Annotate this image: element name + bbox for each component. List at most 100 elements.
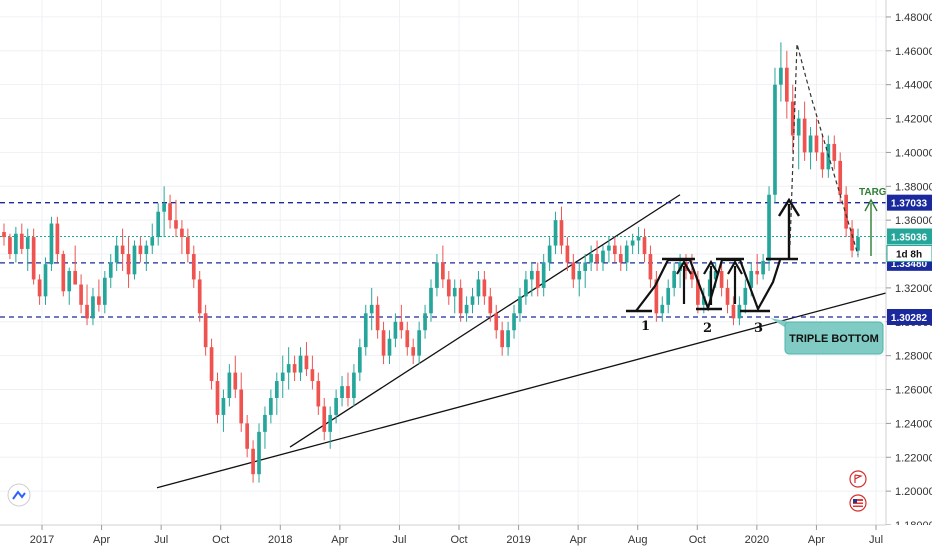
candle-body xyxy=(14,233,18,255)
candle-body xyxy=(713,270,718,280)
candle-body xyxy=(618,254,623,263)
candle-body xyxy=(274,381,279,398)
candle-body xyxy=(731,304,736,319)
price-tick-label: 1.20000 xyxy=(895,486,932,498)
time-tick-label: Apr xyxy=(93,534,110,546)
bottom-marker-2: 2 xyxy=(703,321,712,336)
candle-body xyxy=(654,279,659,314)
candle-body xyxy=(832,143,837,161)
candle-body xyxy=(648,254,653,280)
triple-bottom-callout: TRIPLE BOTTOM xyxy=(770,318,884,355)
candle-body xyxy=(150,237,155,246)
time-tick-label: 2017 xyxy=(30,534,54,546)
candle-body xyxy=(310,369,315,382)
candle-body xyxy=(624,245,629,263)
candle-body xyxy=(411,347,416,356)
candle-body xyxy=(719,270,724,288)
rising-trendline xyxy=(289,194,681,448)
candle-body xyxy=(31,237,36,280)
candle-body xyxy=(808,135,813,153)
candle-body xyxy=(553,220,558,246)
candle-body xyxy=(559,220,564,246)
candle-body xyxy=(138,245,143,255)
time-tick-label: Apr xyxy=(331,534,348,546)
candle-body xyxy=(298,355,303,373)
price-level-tag-label: 1.33480 xyxy=(891,259,928,270)
candle-body xyxy=(280,372,285,382)
candle-body xyxy=(55,223,60,255)
candle-body xyxy=(49,223,54,265)
candle-body xyxy=(660,304,665,314)
candle-body xyxy=(245,423,249,449)
candle-body xyxy=(535,270,540,288)
candle-body xyxy=(162,203,166,212)
candle-body xyxy=(790,101,795,136)
candle-body xyxy=(435,262,439,288)
candle-body xyxy=(381,330,386,356)
candle-body xyxy=(251,448,255,475)
time-axis[interactable] xyxy=(0,524,932,550)
candle-body xyxy=(636,237,641,241)
candle-body xyxy=(120,245,125,255)
candle-body xyxy=(221,397,226,415)
candle-body xyxy=(476,279,481,297)
time-tick-label: Aug xyxy=(628,534,648,546)
candle-body xyxy=(180,228,184,238)
candle-body xyxy=(500,330,505,348)
candle-body xyxy=(452,287,457,297)
candle-body xyxy=(761,260,765,275)
candle-body xyxy=(91,296,95,319)
candle-body xyxy=(577,270,582,280)
time-tick-label: Oct xyxy=(212,534,229,546)
candle-body xyxy=(820,152,825,170)
arrow-up-icon xyxy=(676,259,692,304)
candle-body xyxy=(73,270,78,285)
candle-body xyxy=(696,279,700,305)
candle-body xyxy=(773,84,777,195)
price-level-tag xyxy=(887,308,932,325)
price-level-tag xyxy=(887,194,932,211)
time-tick-label: Apr xyxy=(808,534,825,546)
candle-body xyxy=(61,254,66,292)
time-tick-label: 2020 xyxy=(745,534,769,546)
candle-body xyxy=(375,304,380,331)
candle-body xyxy=(340,386,344,398)
candle-body xyxy=(357,347,362,373)
candle-body xyxy=(743,287,748,305)
candle-body xyxy=(571,262,576,280)
price-tick-label: 1.32000 xyxy=(895,283,932,295)
candle-body xyxy=(488,296,493,314)
arrow-up-icon xyxy=(777,197,801,258)
candle-body xyxy=(399,321,404,331)
price-tick-label: 1.36000 xyxy=(895,215,932,227)
flag-icon[interactable] xyxy=(849,470,867,488)
candle-body xyxy=(269,397,273,415)
price-level-tag xyxy=(887,228,932,245)
candle-body xyxy=(601,250,605,263)
tradingview-logo-icon[interactable] xyxy=(7,483,31,507)
price-level-tag-label: 1.35036 xyxy=(891,232,928,243)
candle-body xyxy=(346,386,350,398)
candle-body xyxy=(239,389,244,424)
candle-body xyxy=(197,279,202,314)
candle-body xyxy=(494,313,499,331)
candle-body xyxy=(263,414,267,432)
price-tick-label: 1.40000 xyxy=(895,147,932,159)
candle-body xyxy=(108,262,113,278)
target-label: TARGET xyxy=(859,187,899,198)
time-tick-label: Oct xyxy=(689,534,706,546)
candle-body xyxy=(506,330,510,348)
candle-body xyxy=(838,160,843,195)
candle-body xyxy=(292,364,297,373)
us-flag-icon[interactable] xyxy=(849,494,867,512)
candle-body xyxy=(168,203,172,221)
candle-body xyxy=(215,381,220,415)
candle-body xyxy=(286,364,291,373)
candle-body xyxy=(352,372,356,398)
candles xyxy=(2,42,860,483)
candle-body xyxy=(429,287,433,314)
candle-body xyxy=(203,313,208,348)
arrow-up-icon xyxy=(727,259,743,304)
candle-body xyxy=(737,304,742,319)
